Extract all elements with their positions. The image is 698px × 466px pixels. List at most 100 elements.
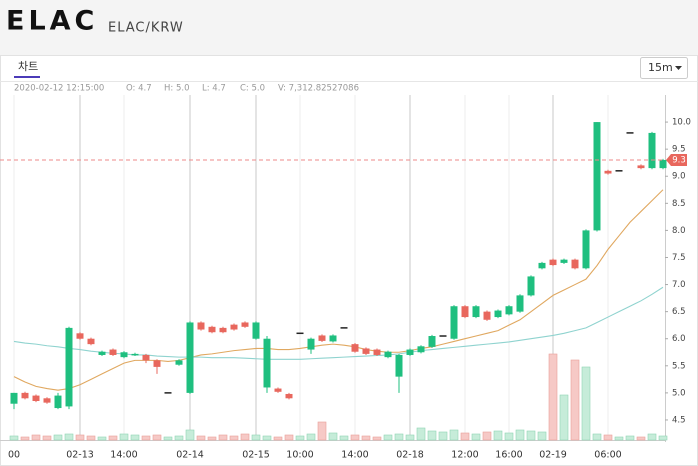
volume-bar bbox=[559, 394, 569, 441]
candle-body bbox=[560, 259, 568, 263]
volume-bar bbox=[658, 435, 668, 441]
candle-body bbox=[230, 324, 238, 330]
volume-bar bbox=[229, 435, 239, 441]
candle-body bbox=[54, 395, 62, 409]
volume-bar bbox=[207, 436, 217, 441]
volume-bar bbox=[537, 431, 547, 441]
volume-bar bbox=[416, 427, 426, 441]
y-tick-label: 4.5 bbox=[672, 415, 686, 425]
y-tick-label: 9.5 bbox=[672, 145, 686, 155]
x-tick-label: 02-13 bbox=[66, 450, 94, 461]
volume-bar bbox=[339, 435, 349, 441]
volume-bar bbox=[141, 435, 151, 441]
volume-bar bbox=[383, 434, 393, 441]
candle-body bbox=[43, 398, 51, 403]
volume-bar bbox=[9, 435, 19, 441]
candle-body bbox=[461, 306, 469, 318]
candle-body bbox=[417, 346, 425, 353]
volume-bar bbox=[614, 436, 624, 441]
candle-body bbox=[604, 170, 612, 174]
interval: 15m bbox=[648, 61, 673, 74]
candle-body bbox=[615, 170, 623, 172]
volume-bar bbox=[625, 435, 635, 441]
dropdown-arrow bbox=[675, 66, 682, 70]
panel bbox=[0, 55, 698, 466]
volume-bar bbox=[218, 434, 228, 441]
tab[interactable]: 차트 bbox=[18, 60, 38, 73]
volume-bar bbox=[163, 436, 173, 441]
candle-body bbox=[582, 230, 590, 269]
volume-bar bbox=[328, 432, 338, 441]
candle-body bbox=[406, 349, 414, 355]
info-line: 2020-02-12 12:15:00 O: 4.7 H: 5.0 L: 4.7 C: … bbox=[14, 84, 359, 94]
volume-bar bbox=[284, 434, 294, 441]
x-tick-label: 02-19 bbox=[539, 450, 567, 461]
x-tick-label: 02-14 bbox=[176, 450, 204, 461]
volume-bar bbox=[119, 433, 129, 441]
y-tick-label: 8.0 bbox=[672, 226, 686, 236]
x-tick-label: 06:00 bbox=[594, 450, 621, 461]
x-tick-label: 02-18 bbox=[396, 450, 424, 461]
x-tick-label: 00 bbox=[8, 450, 20, 461]
y-tick-label: 8.5 bbox=[672, 199, 686, 209]
interval-dropdown[interactable] bbox=[640, 57, 688, 79]
candle-body bbox=[131, 353, 139, 356]
candle-body bbox=[626, 132, 634, 134]
info-item: H: 5.0 bbox=[164, 84, 189, 94]
candle-body bbox=[142, 354, 150, 361]
y-tick-label: 5.5 bbox=[672, 361, 686, 371]
volume-bar bbox=[570, 359, 580, 441]
volume-bar bbox=[438, 431, 448, 441]
candle-body bbox=[395, 354, 403, 377]
volume-bar bbox=[460, 432, 470, 441]
y-tick-label: 7.5 bbox=[672, 253, 686, 263]
volume-bar bbox=[471, 433, 481, 441]
volume-bar bbox=[64, 433, 74, 441]
volume-bar bbox=[306, 433, 316, 441]
candle-body bbox=[538, 262, 546, 269]
candle-body bbox=[109, 349, 117, 355]
candle-body bbox=[307, 338, 315, 350]
volume-bar bbox=[504, 432, 514, 441]
candle-body bbox=[98, 351, 106, 355]
candle-body bbox=[252, 322, 260, 339]
info-item: O: 4.7 bbox=[126, 84, 152, 94]
candle-body bbox=[21, 392, 29, 399]
volume-bar bbox=[20, 436, 30, 441]
candle-body bbox=[32, 395, 40, 402]
candle-body bbox=[505, 306, 513, 315]
y-tick-label: 7.0 bbox=[672, 280, 686, 290]
candle-body bbox=[593, 122, 601, 231]
candle-body bbox=[241, 322, 249, 327]
y-tick-label: 9.0 bbox=[672, 172, 686, 182]
volume-bar bbox=[174, 435, 184, 441]
candle-body bbox=[351, 344, 359, 352]
candle-body bbox=[549, 259, 557, 266]
plot: 4.5 5.0 5.5 6.0 6.5 7.0 7.5 8.0 8.5 9.0 9.5 10.0 00 0… bbox=[0, 95, 691, 461]
x-tick-label: 02-15 bbox=[242, 450, 270, 461]
volume-bar bbox=[350, 434, 360, 441]
candle-body bbox=[450, 306, 458, 339]
candle-body bbox=[637, 165, 645, 169]
candle-body bbox=[483, 311, 491, 320]
volume-bar bbox=[130, 434, 140, 441]
volume-bar bbox=[548, 353, 558, 441]
candle-body bbox=[472, 306, 480, 318]
candle-body bbox=[428, 336, 436, 347]
candle-body bbox=[527, 276, 535, 296]
volume-bar bbox=[251, 434, 261, 441]
tab-underline bbox=[14, 76, 40, 78]
candle-body bbox=[274, 388, 282, 392]
x-tick-label: 10:00 bbox=[286, 450, 313, 461]
volume-bar bbox=[394, 433, 404, 441]
candle-body bbox=[296, 332, 304, 335]
candle-body bbox=[373, 349, 381, 355]
volume-bar bbox=[581, 366, 591, 441]
info-item: 2020-02-12 12:15:00 bbox=[14, 84, 104, 94]
volume-bar bbox=[240, 433, 250, 441]
candle-body bbox=[362, 348, 370, 354]
y-tick-label: 6.5 bbox=[672, 307, 686, 317]
volume-bar bbox=[493, 430, 503, 441]
candle-body bbox=[659, 159, 667, 169]
